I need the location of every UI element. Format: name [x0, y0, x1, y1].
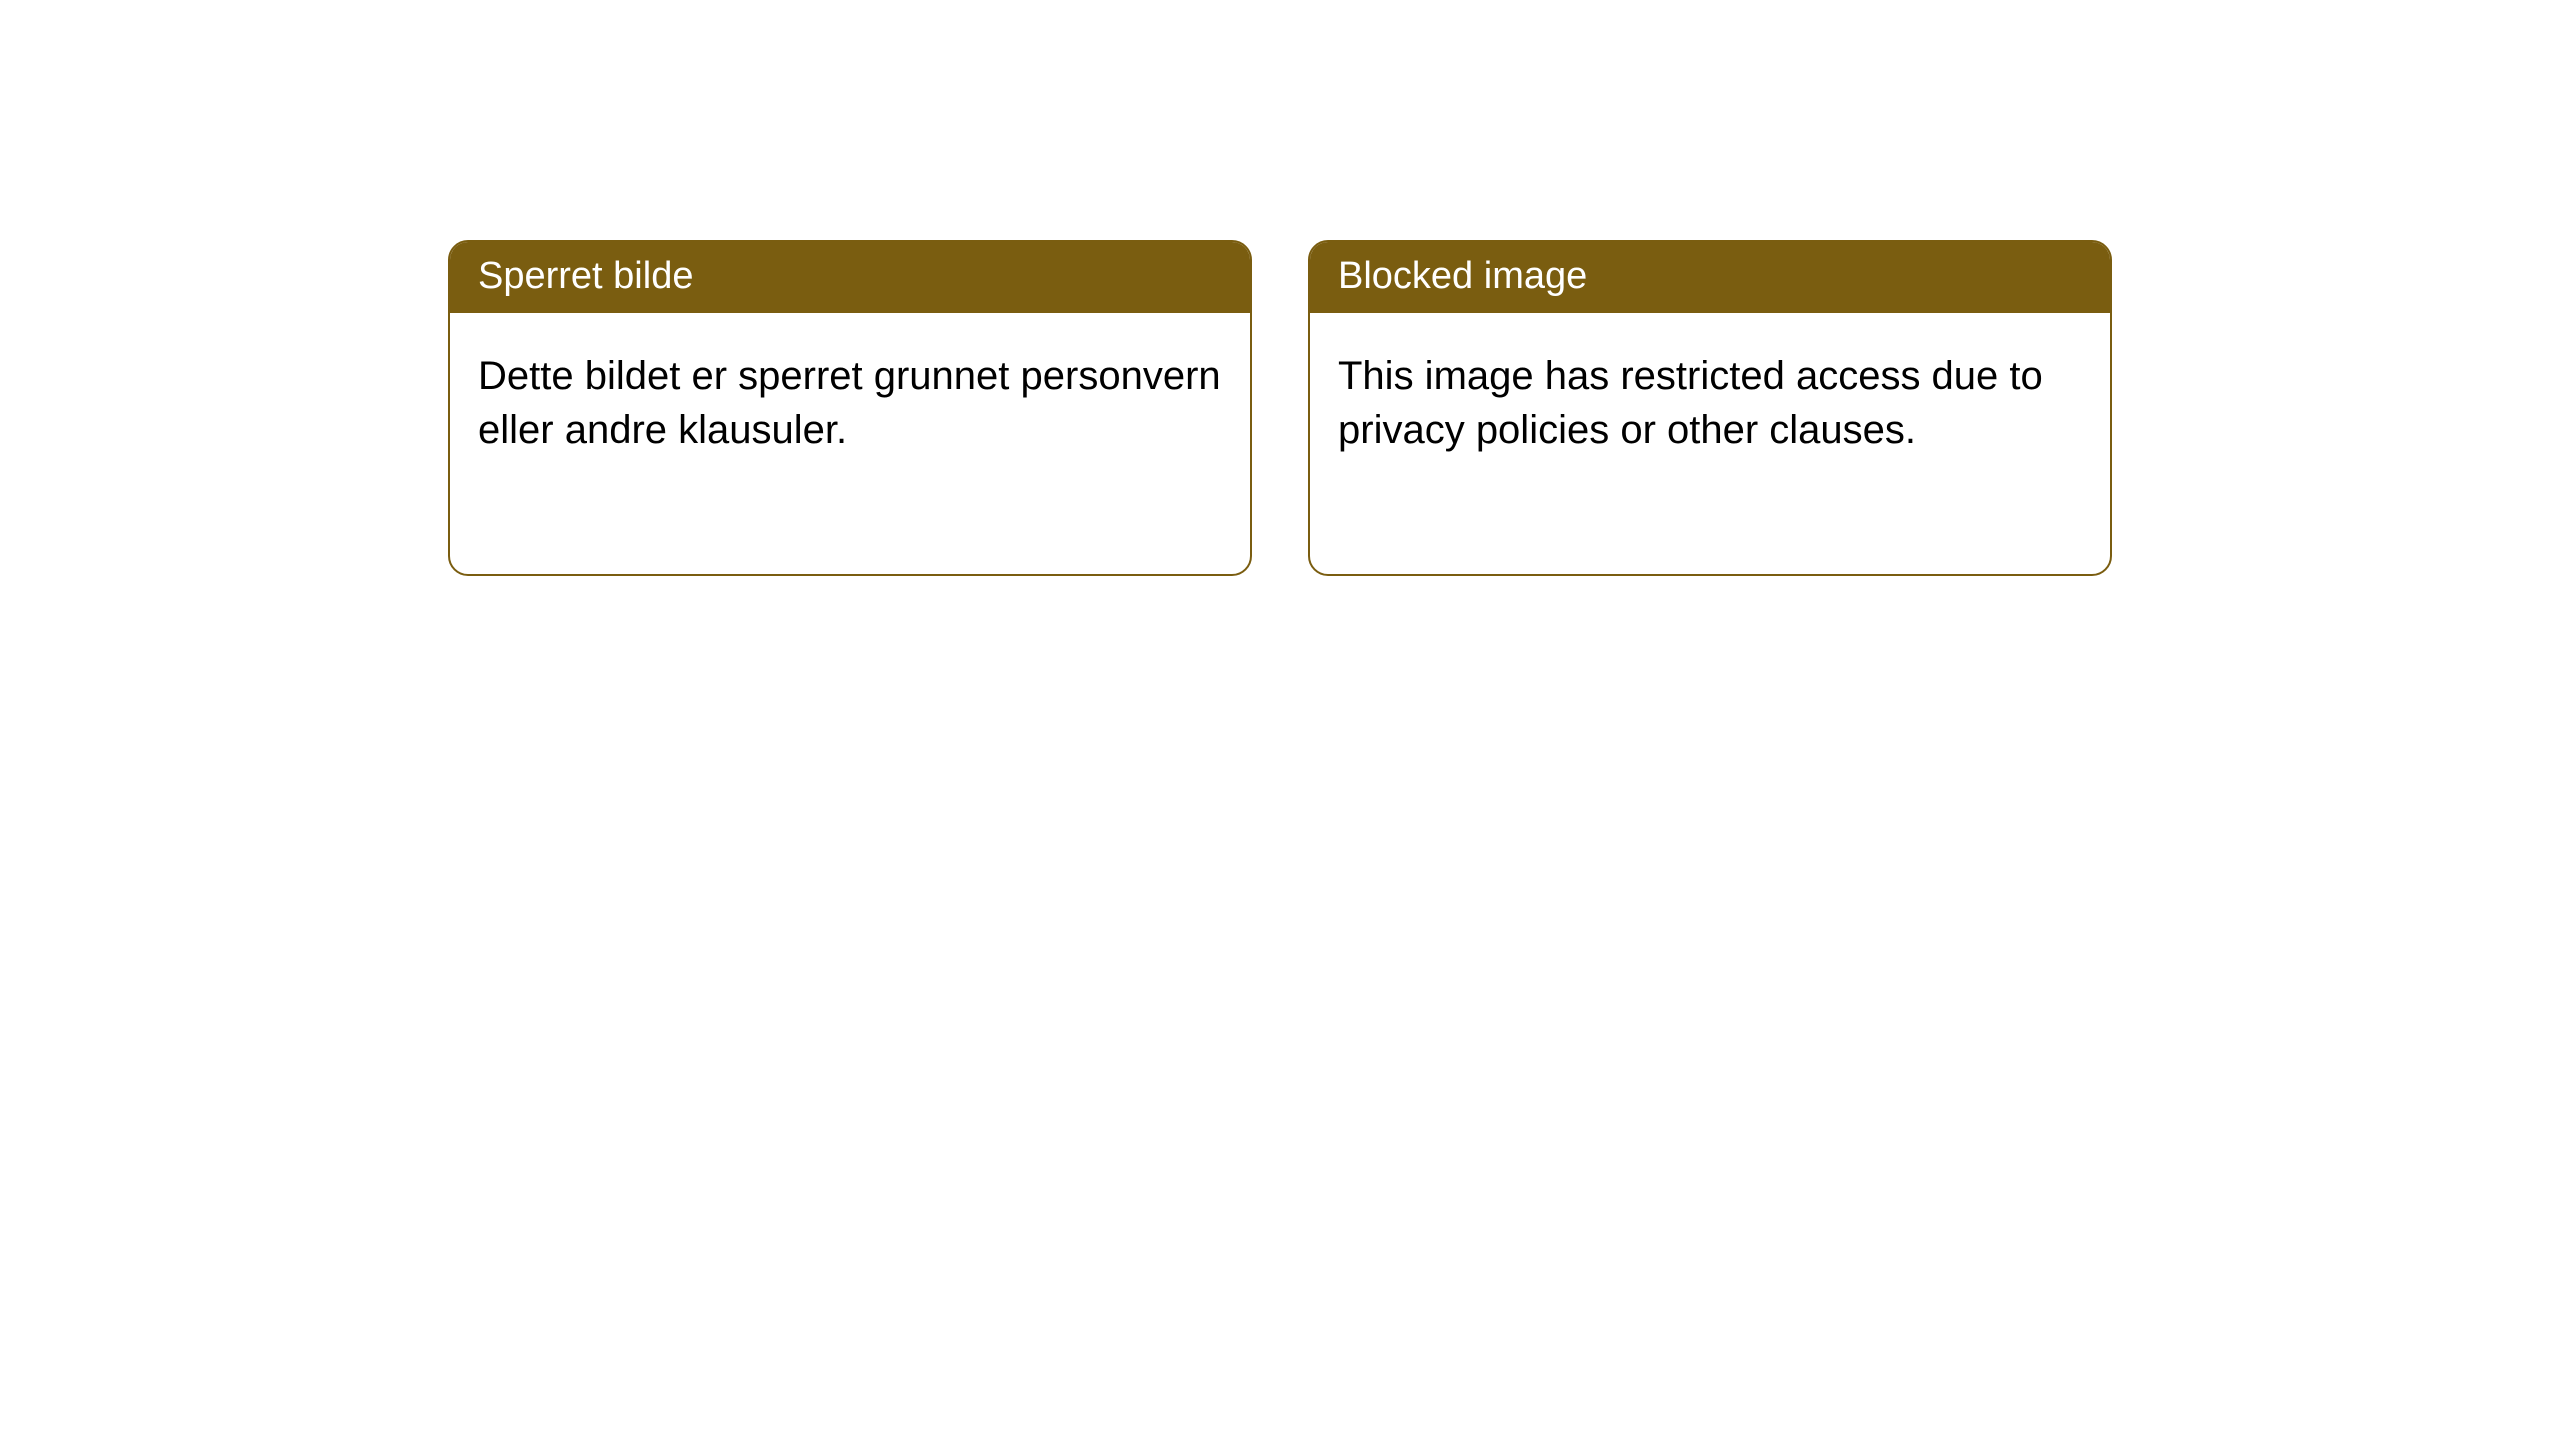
- notice-title-english: Blocked image: [1310, 242, 2110, 313]
- notice-title-norwegian: Sperret bilde: [450, 242, 1250, 313]
- notice-body-english: This image has restricted access due to …: [1310, 313, 2110, 485]
- notice-card-norwegian: Sperret bilde Dette bildet er sperret gr…: [448, 240, 1252, 576]
- notice-body-norwegian: Dette bildet er sperret grunnet personve…: [450, 313, 1250, 485]
- notice-container: Sperret bilde Dette bildet er sperret gr…: [0, 0, 2560, 576]
- notice-card-english: Blocked image This image has restricted …: [1308, 240, 2112, 576]
